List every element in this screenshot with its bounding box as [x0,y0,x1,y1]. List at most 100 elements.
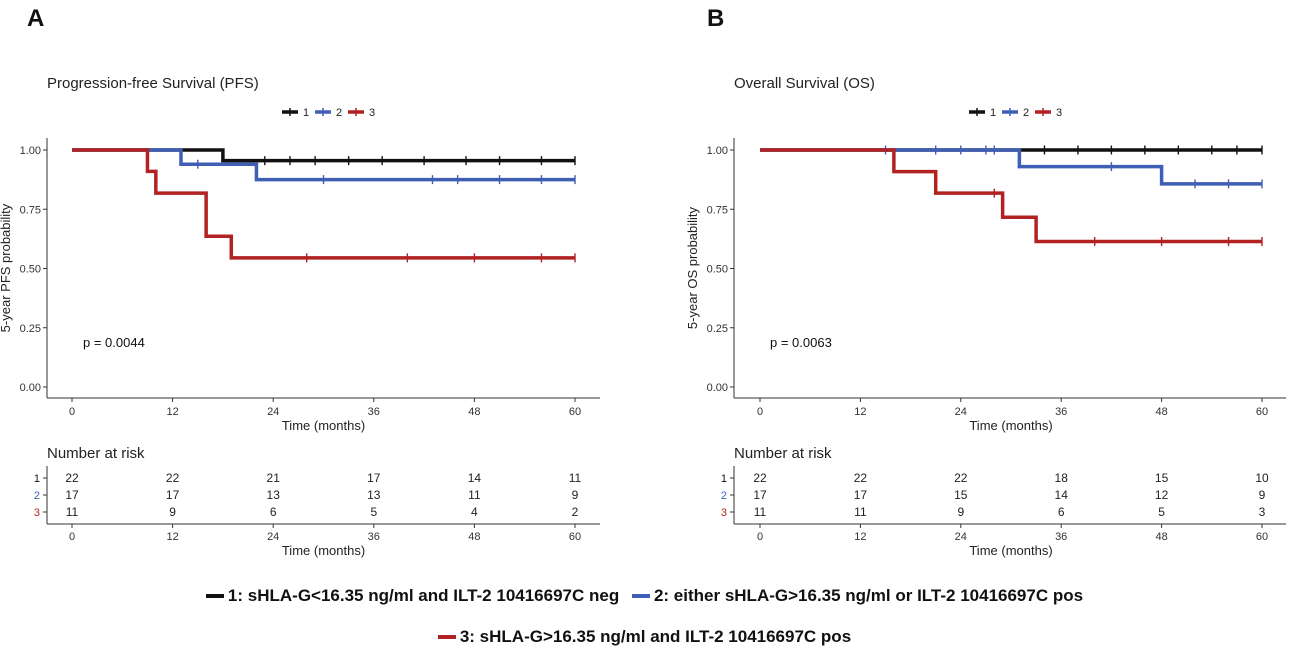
x-tick-label: 24 [267,406,279,418]
x-tick-label: 60 [1256,406,1268,418]
risk-cell: 9 [957,505,964,519]
risk-x-tick-label: 0 [757,531,763,543]
legend-swatch-1 [205,594,224,598]
risk-table-title: Number at risk [47,445,145,462]
risk-group-label-3: 3 [721,507,727,519]
y-tick-label: 0.25 [20,323,41,335]
km-curve-group-3 [760,148,1262,244]
risk-group-label-2: 2 [721,490,727,502]
risk-cell: 17 [65,488,79,502]
risk-cell: 2 [572,505,579,519]
y-axis-label: 5-year OS probability [685,206,700,329]
footer-legend-row-1: 1: sHLA-G<16.35 ng/ml and ILT-2 10416697… [0,583,1289,606]
y-tick-label: 1.00 [20,145,41,157]
risk-cell: 5 [1158,505,1165,519]
km-curve-group-3 [72,148,575,260]
plot-title: Progression-free Survival (PFS) [47,75,259,92]
risk-cell: 15 [1155,471,1169,485]
y-tick-label: 0.75 [707,204,728,216]
x-axis-label: Time (months) [282,418,365,433]
risk-cell: 3 [1259,505,1266,519]
p-value: p = 0.0063 [770,335,832,350]
risk-x-tick-label: 24 [955,531,967,543]
risk-x-tick-label: 0 [69,531,75,543]
x-tick-label: 24 [955,406,967,418]
x-tick-label: 36 [1055,406,1067,418]
risk-cell: 9 [572,488,579,502]
risk-cell: 11 [754,505,767,519]
risk-cell: 11 [569,471,582,485]
risk-x-tick-label: 12 [166,531,178,543]
risk-cell: 6 [1058,505,1065,519]
y-tick-label: 1.00 [707,145,728,157]
risk-cell: 11 [468,488,481,502]
legend-label-2: 2 [1023,107,1029,119]
risk-cell: 17 [166,488,180,502]
risk-cell: 13 [267,488,281,502]
risk-x-tick-label: 60 [1256,531,1268,543]
y-tick-label: 0.00 [20,382,41,394]
risk-cell: 11 [66,505,79,519]
risk-cell: 17 [753,488,767,502]
risk-cell: 22 [753,471,767,485]
legend-label-3: 3 [1056,107,1062,119]
risk-x-tick-label: 60 [569,531,581,543]
plot-title: Overall Survival (OS) [734,75,875,92]
risk-cell: 17 [367,471,381,485]
x-tick-label: 48 [468,406,480,418]
footer-legend-item-1: 1: sHLA-G<16.35 ng/ml and ILT-2 10416697… [205,586,619,606]
risk-cell: 13 [367,488,381,502]
risk-cell: 5 [370,505,377,519]
risk-cell: 22 [854,471,868,485]
risk-x-axis-label: Time (months) [969,543,1052,558]
risk-x-tick-label: 36 [1055,531,1067,543]
y-tick-label: 0.50 [20,264,41,276]
risk-cell: 14 [468,471,482,485]
footer-legend-label-2: 2: either sHLA-G>16.35 ng/ml or ILT-2 10… [653,586,1084,605]
footer-legend-item-2: 2: either sHLA-G>16.35 ng/ml or ILT-2 10… [631,586,1084,606]
risk-cell: 6 [270,505,277,519]
risk-x-tick-label: 12 [854,531,866,543]
x-tick-label: 0 [757,406,763,418]
risk-cell: 11 [854,505,867,519]
x-tick-label: 12 [854,406,866,418]
legend-label-2: 2 [336,107,342,119]
panel-letter: B [707,5,724,32]
footer-legend-item-3: 3: sHLA-G>16.35 ng/ml and ILT-2 10416697… [437,627,851,647]
risk-group-label-3: 3 [34,507,40,519]
x-tick-label: 60 [569,406,581,418]
x-tick-label: 12 [166,406,178,418]
legend-label-1: 1 [303,107,309,119]
risk-x-axis-label: Time (months) [282,543,365,558]
footer-legend-row-2: 3: sHLA-G>16.35 ng/ml and ILT-2 10416697… [0,624,1289,647]
risk-group-label-1: 1 [34,473,40,485]
risk-cell: 15 [954,488,968,502]
risk-group-label-2: 2 [34,490,40,502]
legend-label-3: 3 [369,107,375,119]
panel-letter: A [27,5,44,32]
risk-cell: 10 [1255,471,1269,485]
risk-x-tick-label: 48 [1155,531,1167,543]
km-curve-group-2 [72,148,575,182]
y-tick-label: 0.50 [707,264,728,276]
km-curve-group-2 [760,148,1262,186]
risk-x-tick-label: 36 [368,531,380,543]
y-axis-label: 5-year PFS probability [0,203,13,332]
risk-cell: 12 [1155,488,1169,502]
risk-cell: 9 [169,505,176,519]
risk-cell: 22 [166,471,180,485]
y-tick-label: 0.75 [20,204,41,216]
risk-x-tick-label: 24 [267,531,279,543]
p-value: p = 0.0044 [83,335,145,350]
risk-cell: 18 [1055,471,1069,485]
risk-cell: 22 [65,471,79,485]
legend-label-1: 1 [990,107,996,119]
legend-swatch-2 [631,594,650,598]
risk-group-label-1: 1 [721,473,727,485]
x-tick-label: 0 [69,406,75,418]
legend-swatch-3 [437,635,456,639]
risk-cell: 21 [267,471,281,485]
